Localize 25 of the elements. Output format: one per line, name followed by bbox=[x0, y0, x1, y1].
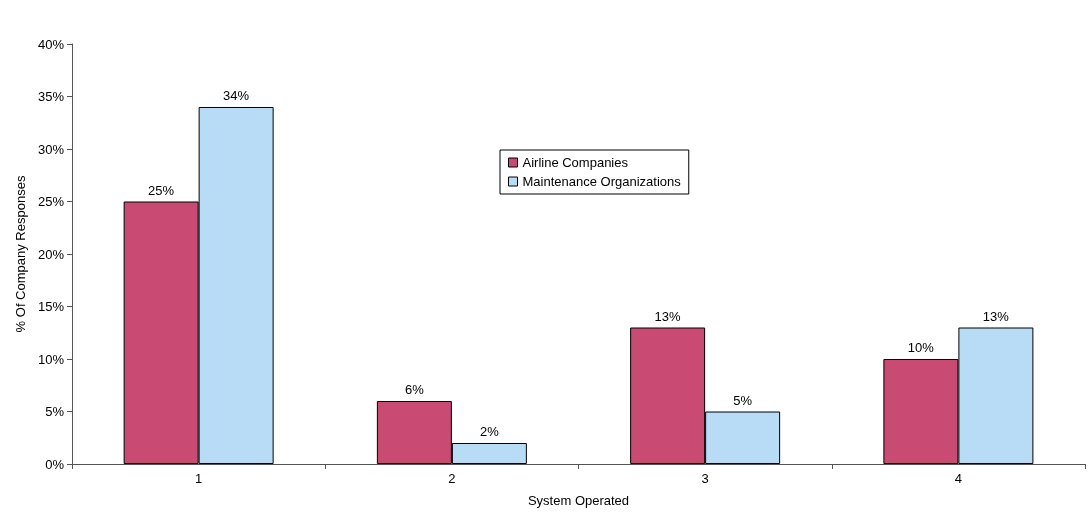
legend-label: Maintenance Organizations bbox=[522, 174, 682, 189]
y-tick-label: 35% bbox=[37, 89, 65, 104]
y-tick-label: 30% bbox=[37, 141, 65, 157]
data-label: 25% bbox=[148, 182, 175, 198]
data-label: 6% bbox=[404, 382, 425, 397]
x-tick-label: 2 bbox=[448, 471, 456, 486]
y-tick-label: 25% bbox=[37, 194, 65, 209]
x-axis-title: System Operated bbox=[527, 493, 630, 508]
data-label: 10% bbox=[907, 340, 935, 355]
x-tick-label: 3 bbox=[701, 471, 709, 486]
data-label: 13% bbox=[982, 308, 1010, 324]
data-label: 5% bbox=[733, 392, 753, 408]
y-tick-label: 20% bbox=[37, 246, 65, 262]
data-label: 2% bbox=[479, 424, 500, 439]
y-tick-label: 5% bbox=[45, 404, 65, 419]
y-tick-label: 15% bbox=[37, 299, 65, 314]
legend-label: Airline Companies bbox=[522, 155, 629, 170]
y-tick-label: 0% bbox=[45, 456, 65, 472]
x-tick-label: 1 bbox=[195, 471, 203, 486]
y-tick-label: 10% bbox=[37, 351, 65, 367]
data-label: 34% bbox=[223, 88, 250, 103]
y-axis-title: % Of Company Responses bbox=[13, 175, 28, 333]
y-tick-label: 40% bbox=[37, 36, 65, 52]
x-tick-label: 4 bbox=[954, 471, 962, 486]
data-label: 13% bbox=[654, 308, 682, 324]
